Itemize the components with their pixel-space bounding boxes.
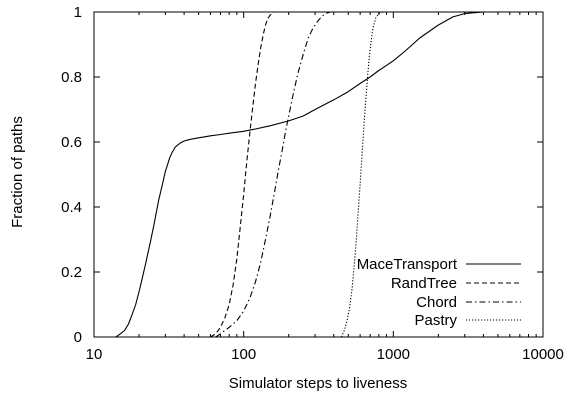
legend-label-chord: Chord xyxy=(416,294,457,311)
y-tick-label: 0.8 xyxy=(61,69,82,86)
y-axis-title: Fraction of paths xyxy=(9,116,26,228)
axis-ticks: 0 0.2 0.4 0.6 0.8 1 10 100 1000 10000 xyxy=(61,4,564,363)
x-tick-label: 1000 xyxy=(377,346,410,363)
y-tick-label: 0.4 xyxy=(61,199,82,216)
x-tick-label: 10 xyxy=(86,346,103,363)
y-tick-label: 1 xyxy=(74,4,82,21)
series-line-chord xyxy=(215,11,520,338)
legend-label-pastry: Pastry xyxy=(414,312,457,329)
series-lines xyxy=(115,11,520,338)
x-tick-label: 100 xyxy=(231,346,256,363)
legend-label-randtree: RandTree xyxy=(391,275,457,292)
y-tick-label: 0.2 xyxy=(61,264,82,281)
plot-frame xyxy=(93,11,544,338)
x-tick-label: 10000 xyxy=(522,346,564,363)
legend-label-macetransport: MaceTransport xyxy=(357,256,458,273)
y-tick-label: 0 xyxy=(74,329,82,346)
series-line-macetransport xyxy=(115,11,520,338)
x-axis-title: Simulator steps to liveness xyxy=(229,375,407,392)
series-line-pastry xyxy=(340,11,520,338)
y-tick-label: 0.6 xyxy=(61,134,82,151)
series-line-randtree xyxy=(210,11,520,338)
